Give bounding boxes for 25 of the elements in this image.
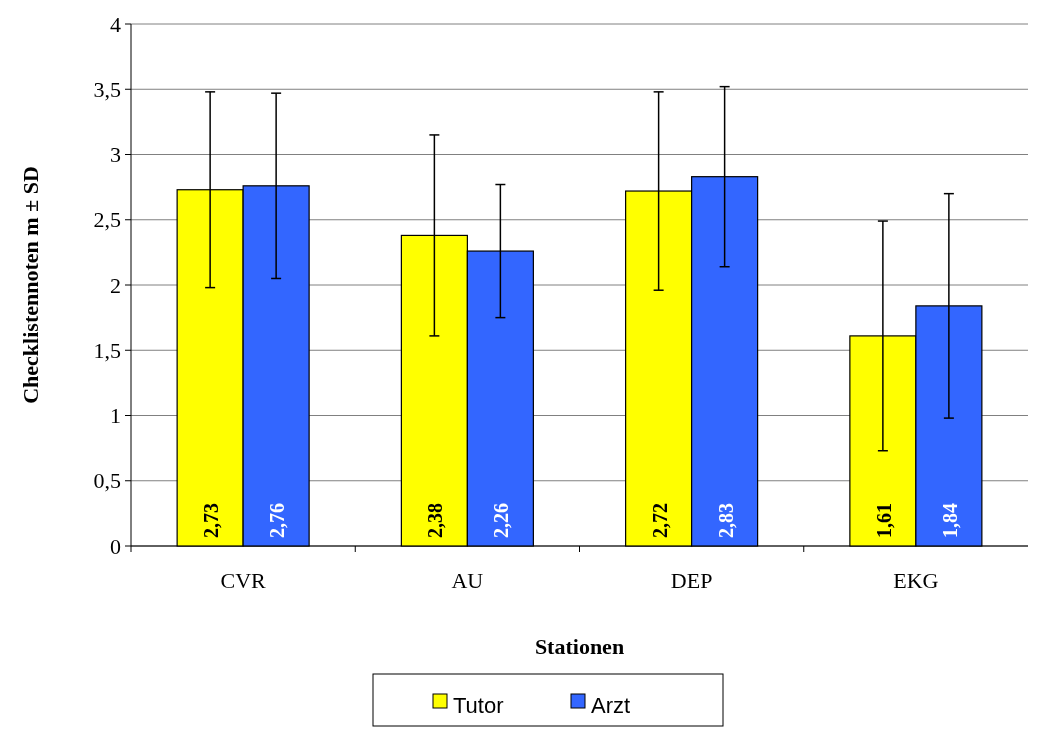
- x-tick-label: DEP: [670, 568, 713, 593]
- y-tick-label: 4: [110, 11, 121, 37]
- data-label: 1,61: [872, 503, 895, 538]
- y-tick-label: 0,5: [93, 468, 121, 494]
- y-tick-label: 2,5: [93, 207, 121, 233]
- data-label: 2,73: [200, 503, 223, 538]
- legend-label: Tutor: [453, 692, 504, 718]
- y-tick-label: 3,5: [93, 76, 121, 102]
- x-tick-label: CVR: [220, 568, 267, 593]
- y-tick-label: 3: [110, 142, 121, 168]
- data-label: 2,76: [266, 503, 289, 538]
- x-tick-label: EKG: [893, 568, 939, 593]
- x-tick-label: AU: [451, 568, 484, 593]
- data-label: 2,83: [714, 503, 737, 538]
- data-label: 2,26: [490, 503, 513, 538]
- y-tick-label: 2: [110, 272, 121, 298]
- y-tick-label: 1,5: [93, 337, 121, 363]
- y-axis-title: Checklistennoten m ± SD: [18, 166, 43, 404]
- y-tick-label: 0: [110, 533, 121, 559]
- legend-label: Arzt: [591, 692, 631, 718]
- y-tick-label: 1: [110, 403, 121, 429]
- x-axis-title: Stationen: [534, 634, 625, 659]
- data-label: 1,84: [938, 503, 961, 538]
- data-label: 2,38: [424, 503, 447, 538]
- data-label: 2,72: [648, 503, 671, 538]
